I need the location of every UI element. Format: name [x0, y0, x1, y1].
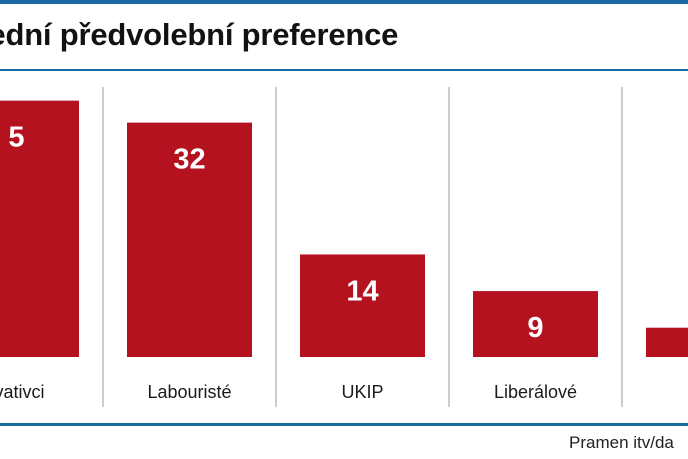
bar [646, 327, 688, 357]
source-note: Pramen itv/da [569, 433, 674, 452]
bar [0, 100, 79, 357]
bar-value-label: 32 [173, 144, 205, 176]
category-label: rvativci [0, 382, 45, 402]
bottom-rule [0, 423, 688, 426]
top-rule [0, 0, 688, 4]
bar-value-label: 14 [346, 275, 378, 307]
bar [473, 291, 598, 357]
category-label: Liberálové [494, 382, 577, 402]
bar-value-label: 5 [8, 122, 24, 154]
bar-value-label: 9 [527, 312, 543, 344]
category-label: Labouristé [147, 382, 231, 402]
chart-title: lední předvolební preference [0, 17, 399, 52]
bar [300, 254, 425, 357]
bar-chart: 5rvativci32Labouristé14UKIP9Liberálové4Z… [0, 87, 688, 407]
title-rule [0, 69, 688, 71]
bar [127, 122, 252, 358]
category-label: UKIP [341, 382, 383, 402]
